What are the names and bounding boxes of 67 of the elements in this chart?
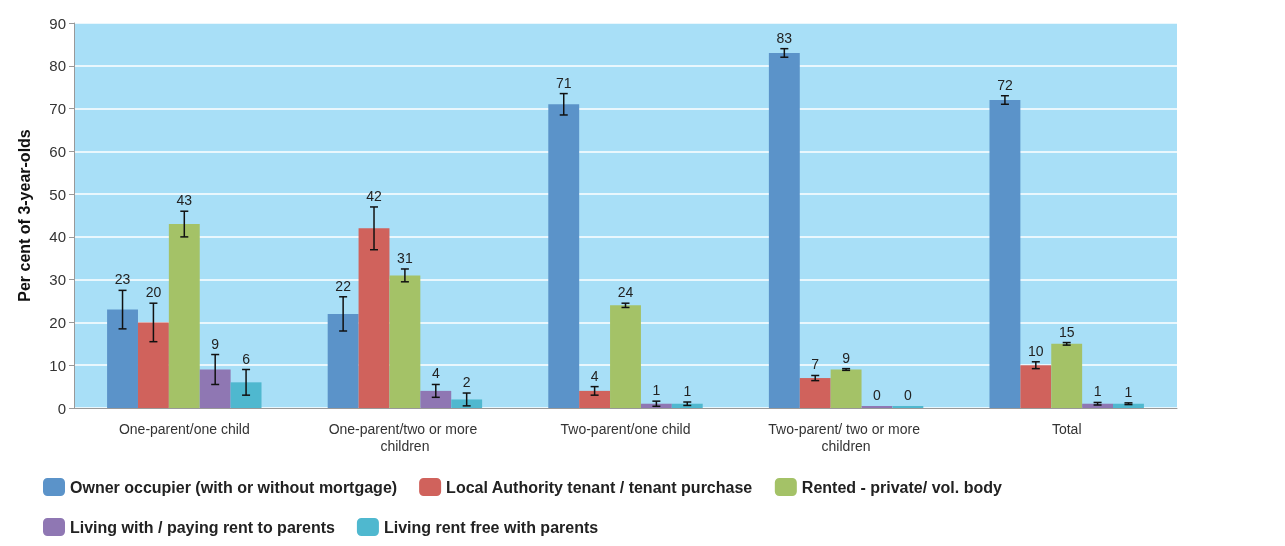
y-tick-label: 90 bbox=[49, 14, 66, 32]
y-tick-label: 50 bbox=[49, 185, 66, 203]
y-tick-label: 80 bbox=[49, 57, 66, 75]
bar bbox=[107, 309, 138, 408]
bar bbox=[640, 403, 672, 408]
data-label: 15 bbox=[1058, 323, 1075, 340]
data-label: 23 bbox=[114, 271, 131, 288]
legend-label: Rented - private/ vol. body bbox=[801, 478, 1002, 496]
data-label: 7 bbox=[811, 356, 820, 373]
y-tick-label: 20 bbox=[49, 313, 66, 331]
bar bbox=[1051, 343, 1083, 408]
data-label: 4 bbox=[590, 367, 599, 384]
y-tick-label: 40 bbox=[49, 228, 66, 246]
data-label: 24 bbox=[617, 284, 634, 301]
legend-label: Living with / paying rent to parents bbox=[70, 518, 336, 536]
data-label: 22 bbox=[335, 277, 352, 294]
y-axis-title: Per cent of 3-year-olds bbox=[15, 129, 33, 302]
x-tick-label: Two-parent/one child bbox=[560, 420, 691, 437]
x-tick-label: Two-parent/ two or more children bbox=[768, 420, 924, 454]
bar bbox=[420, 390, 452, 408]
data-label: 71 bbox=[555, 74, 572, 91]
legend-label: Local Authority tenant / tenant purchase bbox=[446, 478, 753, 496]
data-label: 43 bbox=[176, 192, 193, 209]
bar bbox=[230, 382, 262, 408]
y-tick-label: 10 bbox=[49, 356, 66, 374]
data-label: 6 bbox=[242, 350, 251, 367]
bar bbox=[1020, 365, 1052, 408]
bar bbox=[389, 275, 421, 408]
legend-label: Living rent free with parents bbox=[383, 518, 599, 536]
data-label: 1 bbox=[652, 382, 661, 399]
data-label: 1 bbox=[1093, 383, 1102, 400]
bar bbox=[989, 100, 1021, 408]
y-tick-label: 30 bbox=[49, 271, 66, 289]
bar bbox=[451, 399, 483, 408]
bar bbox=[579, 390, 611, 408]
y-tick-label: 60 bbox=[49, 142, 66, 160]
bar bbox=[327, 313, 359, 408]
data-label: 42 bbox=[366, 187, 383, 204]
x-tick-label: Total bbox=[1051, 420, 1082, 437]
bar bbox=[168, 224, 200, 408]
x-tick-label: One-parent/one child bbox=[118, 420, 250, 437]
data-label: 20 bbox=[145, 284, 162, 301]
y-tick-label: 0 bbox=[57, 399, 66, 417]
bar bbox=[1113, 403, 1144, 408]
data-label: 0 bbox=[903, 387, 912, 403]
data-label: 4 bbox=[431, 365, 440, 382]
x-tick-label: One-parent/two or more children bbox=[328, 420, 482, 454]
data-label: 31 bbox=[397, 249, 413, 266]
y-tick-label: 70 bbox=[49, 100, 66, 118]
bar bbox=[358, 228, 390, 408]
data-label: 1 bbox=[683, 383, 692, 400]
data-label: 9 bbox=[211, 335, 220, 352]
data-label: 10 bbox=[1028, 342, 1044, 359]
bar bbox=[199, 369, 231, 408]
data-label: 0 bbox=[873, 387, 882, 403]
bar bbox=[830, 369, 862, 408]
bar bbox=[548, 104, 580, 408]
bar bbox=[799, 378, 831, 408]
data-label: 1 bbox=[1124, 383, 1133, 400]
data-label: 72 bbox=[997, 76, 1013, 93]
data-label: 9 bbox=[842, 349, 851, 366]
legend-label: Owner occupier (with or without mortgage) bbox=[70, 478, 398, 496]
bar bbox=[137, 322, 169, 408]
bar bbox=[768, 52, 800, 408]
data-label: 83 bbox=[776, 29, 793, 46]
data-label: 2 bbox=[462, 374, 471, 391]
bar bbox=[610, 305, 641, 408]
